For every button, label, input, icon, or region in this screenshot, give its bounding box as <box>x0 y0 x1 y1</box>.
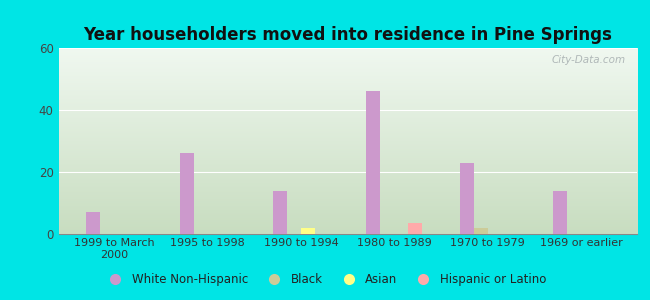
Bar <box>273 190 287 234</box>
Bar <box>180 153 194 234</box>
Bar <box>408 223 422 234</box>
Bar <box>474 228 488 234</box>
Text: City-Data.com: City-Data.com <box>551 56 625 65</box>
Bar <box>301 228 315 234</box>
Legend: White Non-Hispanic, Black, Asian, Hispanic or Latino: White Non-Hispanic, Black, Asian, Hispan… <box>99 269 551 291</box>
Bar <box>553 190 567 234</box>
Bar <box>86 212 101 234</box>
Bar <box>460 163 474 234</box>
Title: Year householders moved into residence in Pine Springs: Year householders moved into residence i… <box>83 26 612 44</box>
Bar <box>367 92 380 234</box>
